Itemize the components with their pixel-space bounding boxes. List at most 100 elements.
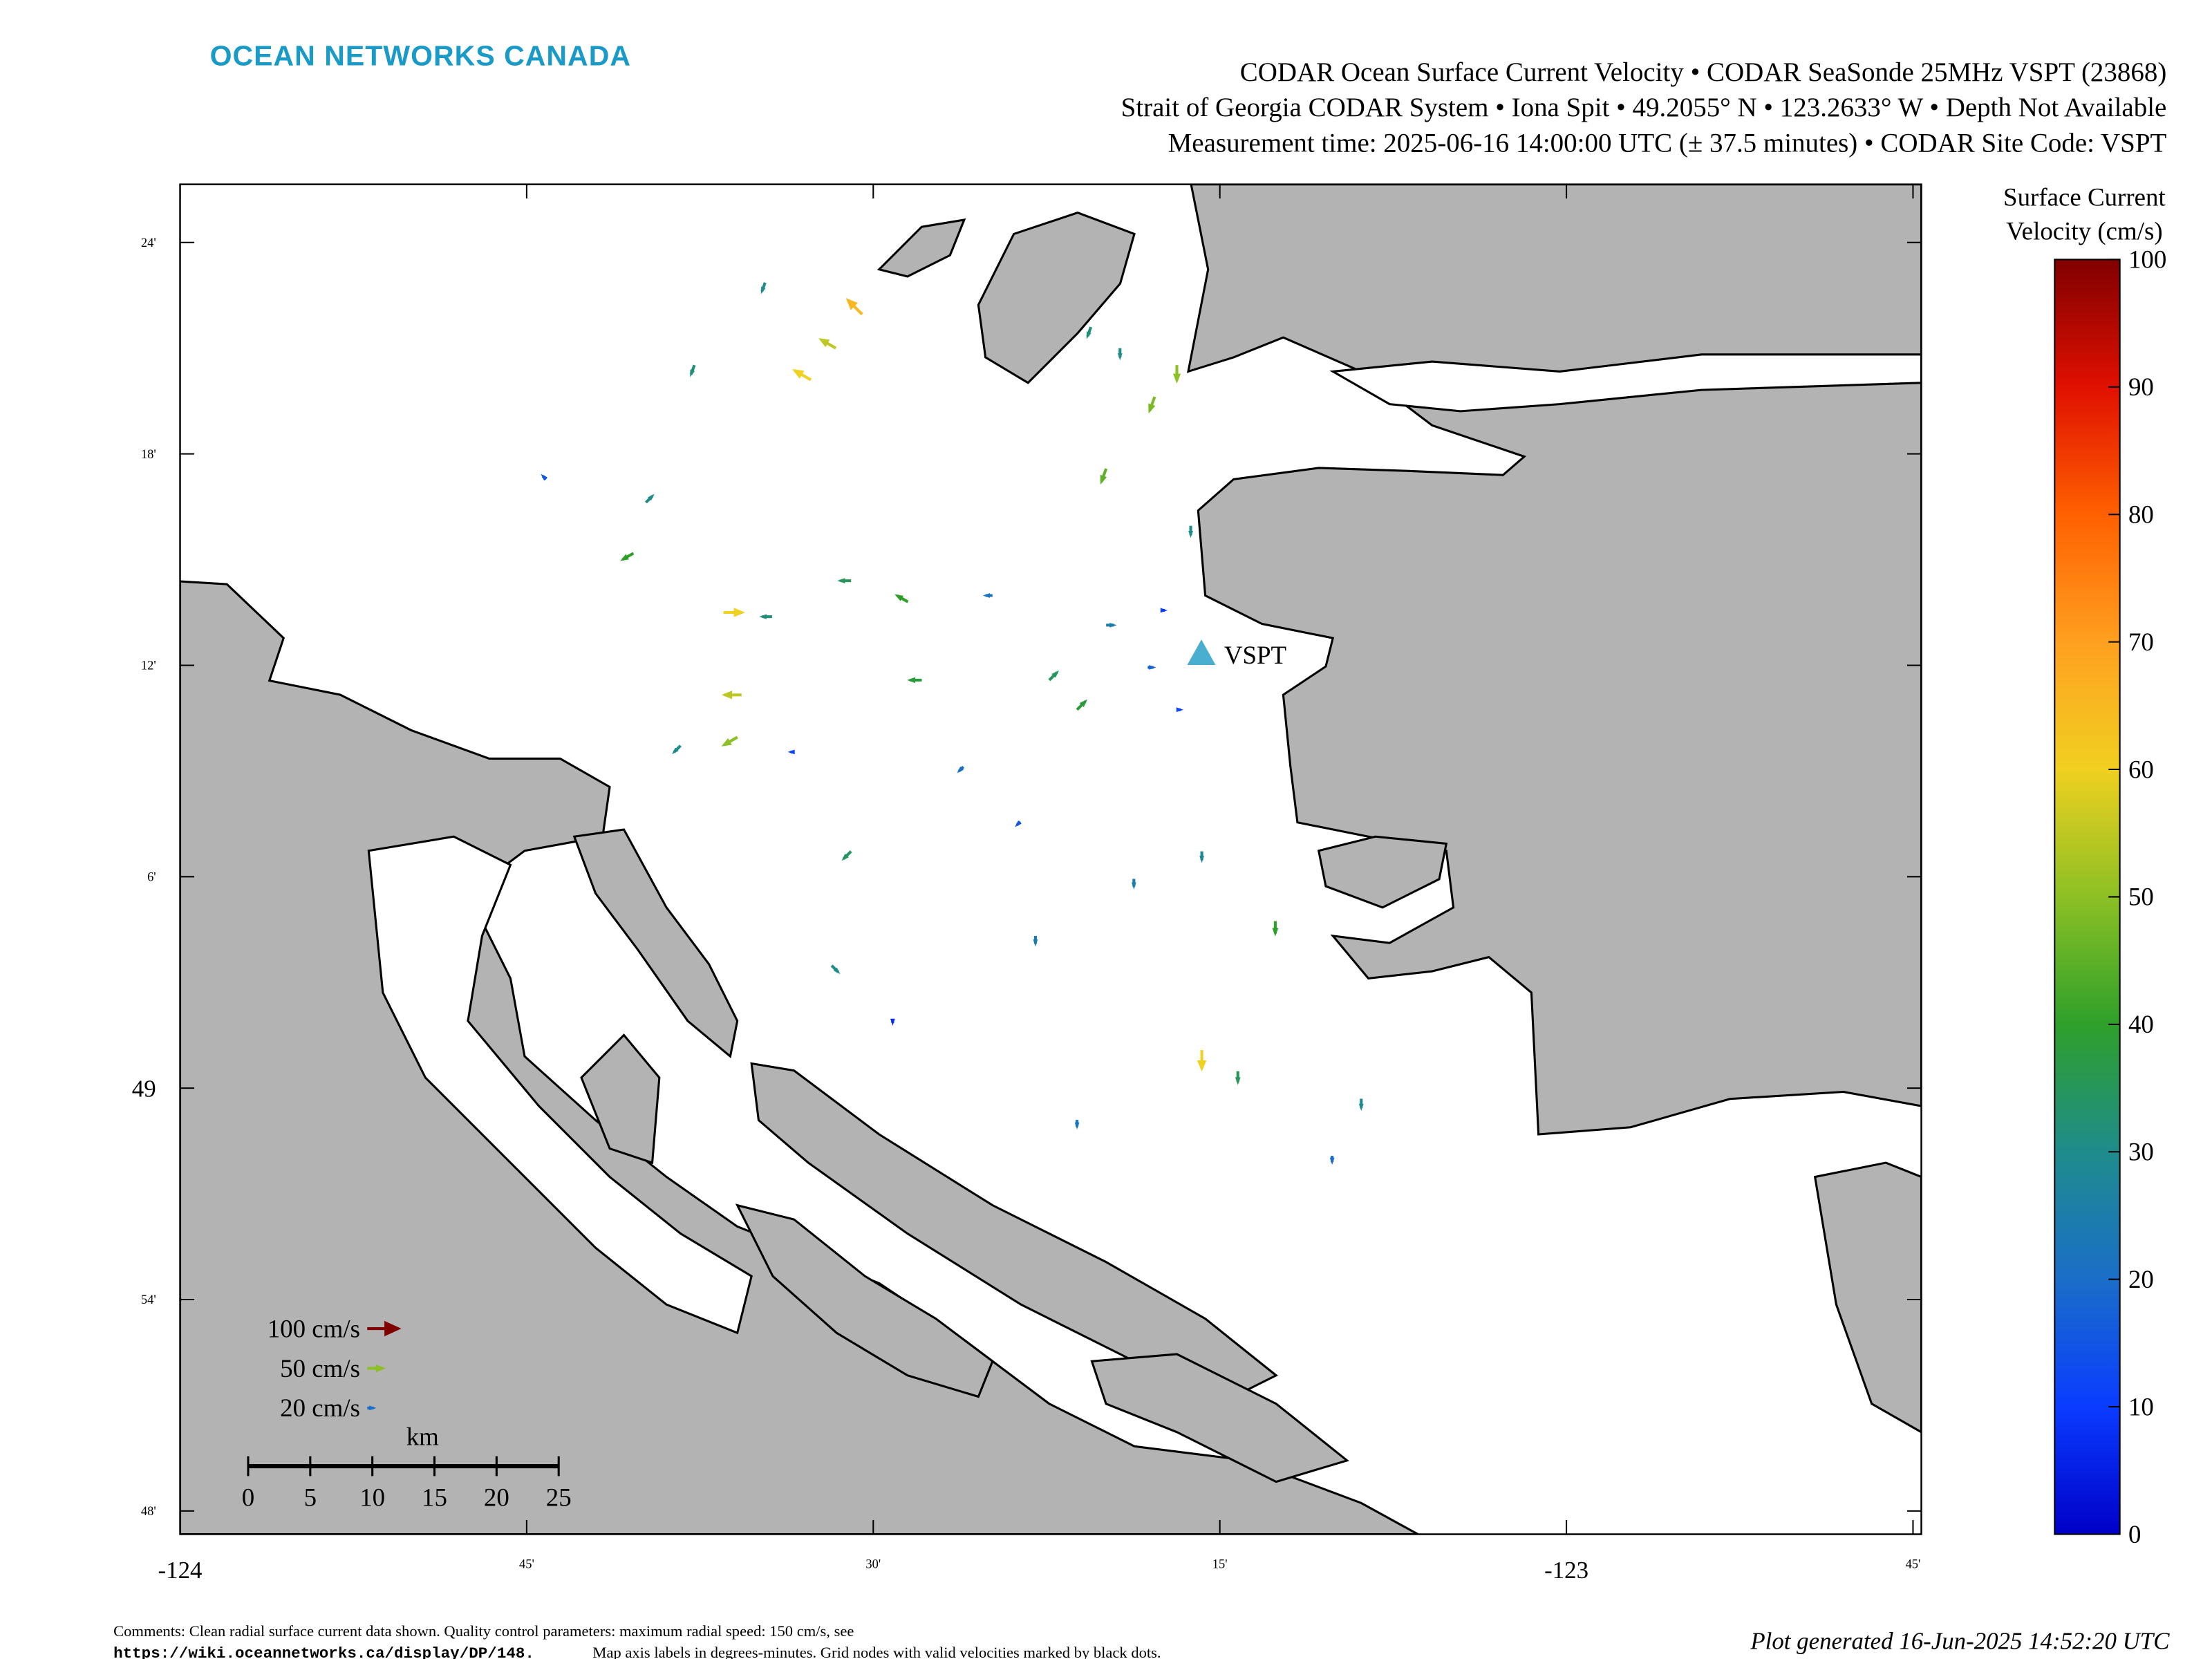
- vector-head: [690, 369, 695, 377]
- vector: [841, 850, 852, 861]
- vector: [1197, 1050, 1207, 1072]
- legend: 100 cm/s 50 cm/s 20 cm/s: [268, 1314, 402, 1422]
- vector-head: [957, 766, 964, 774]
- island-bowen: [977, 212, 1136, 384]
- island: [735, 1203, 994, 1398]
- vector-head: [672, 747, 679, 755]
- scale-tick-label: 20: [484, 1483, 509, 1511]
- vector-head: [818, 338, 830, 348]
- vector-head: [384, 1320, 402, 1337]
- vector-head: [541, 474, 547, 481]
- vector-head: [1149, 665, 1156, 670]
- x-tick-label: 45': [519, 1557, 534, 1571]
- vector: [1015, 820, 1022, 827]
- vector: [367, 1320, 402, 1337]
- vector-head: [792, 368, 805, 379]
- vector: [1076, 699, 1088, 711]
- scale-tick-label: 0: [242, 1483, 254, 1511]
- vector-head: [1199, 856, 1204, 863]
- colorbar-tick-label: 20: [2128, 1265, 2154, 1293]
- vector-head: [648, 494, 655, 501]
- vector-head: [1197, 1060, 1207, 1072]
- y-tick-label: 6': [147, 870, 156, 883]
- vector: [830, 964, 841, 975]
- vector-head: [787, 749, 795, 755]
- vector-head: [1086, 331, 1091, 339]
- map-frame: [179, 183, 1922, 1535]
- comment-line: https://wiki.oceannetworks.ca/display/DP…: [113, 1644, 534, 1659]
- island: [877, 218, 966, 278]
- legend-label: 50 cm/s: [280, 1354, 360, 1382]
- colorbar-tick-label: 40: [2128, 1010, 2154, 1038]
- vector-field: [541, 282, 1364, 1165]
- vector: [723, 608, 745, 617]
- comment-line: Map axis labels in degrees-minutes. Grid…: [592, 1644, 1161, 1659]
- scale-unit: km: [406, 1422, 439, 1450]
- colorbar-tick-label: 100: [2128, 245, 2166, 274]
- colorbar-tick-label: 90: [2128, 373, 2154, 401]
- vector-head: [1188, 530, 1193, 538]
- vector-head: [1117, 353, 1123, 361]
- comment-line: Comments: Clean radial surface current d…: [113, 1622, 854, 1640]
- vector: [541, 474, 547, 481]
- vector: [672, 744, 682, 755]
- vector-head: [837, 578, 845, 584]
- vector: [1147, 665, 1156, 670]
- vector-head: [759, 614, 767, 619]
- vector-head: [721, 738, 732, 747]
- colorbar-title: Velocity (cm/s): [2006, 217, 2162, 246]
- y-tick-label: 49: [132, 1075, 156, 1102]
- vector: [890, 1018, 895, 1026]
- vector: [1148, 396, 1156, 414]
- x-tick-label: 45': [1906, 1557, 1921, 1571]
- island: [1813, 1161, 1922, 1434]
- scale-tick-label: 25: [546, 1483, 572, 1511]
- vector-head: [841, 853, 849, 861]
- vector: [1033, 935, 1038, 947]
- island: [572, 828, 739, 1059]
- vector-head: [1033, 939, 1038, 947]
- vector: [957, 765, 965, 774]
- island: [1317, 835, 1448, 909]
- vector-head: [890, 1018, 895, 1026]
- vector-head: [721, 691, 733, 700]
- vector: [907, 677, 922, 684]
- island: [750, 1062, 1278, 1398]
- vector-head: [1015, 820, 1022, 827]
- land-mainland: [1186, 184, 1922, 1136]
- vector-head: [1074, 1122, 1080, 1130]
- vector-head: [1051, 670, 1060, 678]
- vector-head: [833, 967, 841, 975]
- vector: [1086, 326, 1093, 339]
- y-tick-label: 24': [141, 236, 156, 250]
- island: [580, 1033, 661, 1165]
- vector: [787, 749, 795, 755]
- vector-head: [1160, 608, 1168, 613]
- vector: [1117, 348, 1123, 361]
- y-tick-label: 48': [141, 1504, 156, 1518]
- y-tick-label: 12': [141, 659, 156, 673]
- vector: [894, 594, 909, 603]
- vector-head: [369, 1405, 377, 1411]
- x-tick-label: 30': [865, 1557, 881, 1571]
- vector-head: [907, 677, 916, 684]
- vector: [1074, 1120, 1080, 1130]
- vector: [760, 282, 767, 294]
- vector: [367, 1405, 377, 1411]
- legend-label: 100 cm/s: [268, 1314, 360, 1342]
- logo: OCEAN NETWORKS CANADA: [210, 39, 631, 71]
- vector: [1172, 365, 1181, 384]
- vector: [818, 338, 837, 350]
- vector-head: [982, 593, 990, 598]
- island: [1090, 1353, 1349, 1483]
- vector: [1176, 707, 1184, 713]
- axis-ticks: -124 45' 30' 15' -123 45' 48' 54' 49 6' 12' 18' 24': [132, 184, 1922, 1584]
- x-tick-label: 15': [1212, 1557, 1228, 1571]
- scale-tick-label: 5: [304, 1483, 317, 1511]
- vector-head: [1358, 1103, 1364, 1112]
- colorbar-tick-label: 70: [2128, 628, 2154, 656]
- vector-head: [1079, 699, 1088, 708]
- colorbar-tick-label: 60: [2128, 755, 2154, 783]
- title-line: Measurement time: 2025-06-16 14:00:00 UT…: [1168, 128, 2167, 158]
